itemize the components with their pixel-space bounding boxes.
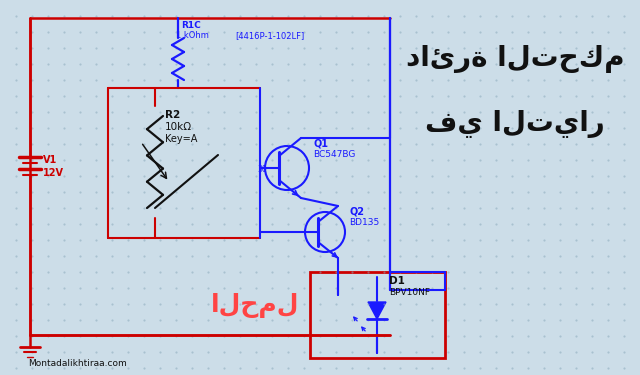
Text: R2: R2: [165, 110, 180, 120]
Text: BPV10NF: BPV10NF: [389, 288, 430, 297]
Text: 10kΩ: 10kΩ: [165, 122, 192, 132]
Text: 1 kOhm: 1 kOhm: [176, 31, 209, 40]
Bar: [310, 272, 445, 358]
Text: BC547BG: BC547BG: [313, 150, 355, 159]
Text: الحمل: الحمل: [211, 292, 300, 318]
Text: Montadalikhtiraa.com: Montadalikhtiraa.com: [28, 359, 127, 368]
Text: Q1: Q1: [313, 138, 328, 148]
Text: 12V: 12V: [43, 168, 64, 178]
Text: R1C: R1C: [181, 21, 201, 30]
Text: BD135: BD135: [349, 218, 380, 227]
Text: V1: V1: [43, 155, 57, 165]
Text: D1: D1: [389, 276, 405, 286]
Text: [4416P-1-102LF]: [4416P-1-102LF]: [235, 31, 304, 40]
Text: Key=A: Key=A: [165, 134, 197, 144]
Text: في التيار: في التيار: [425, 110, 605, 138]
Text: Q2: Q2: [349, 206, 364, 216]
Polygon shape: [368, 302, 386, 319]
Bar: [108, 88, 260, 238]
Text: 30: 30: [257, 165, 267, 174]
Text: دائرة التحكم: دائرة التحكم: [406, 45, 624, 73]
